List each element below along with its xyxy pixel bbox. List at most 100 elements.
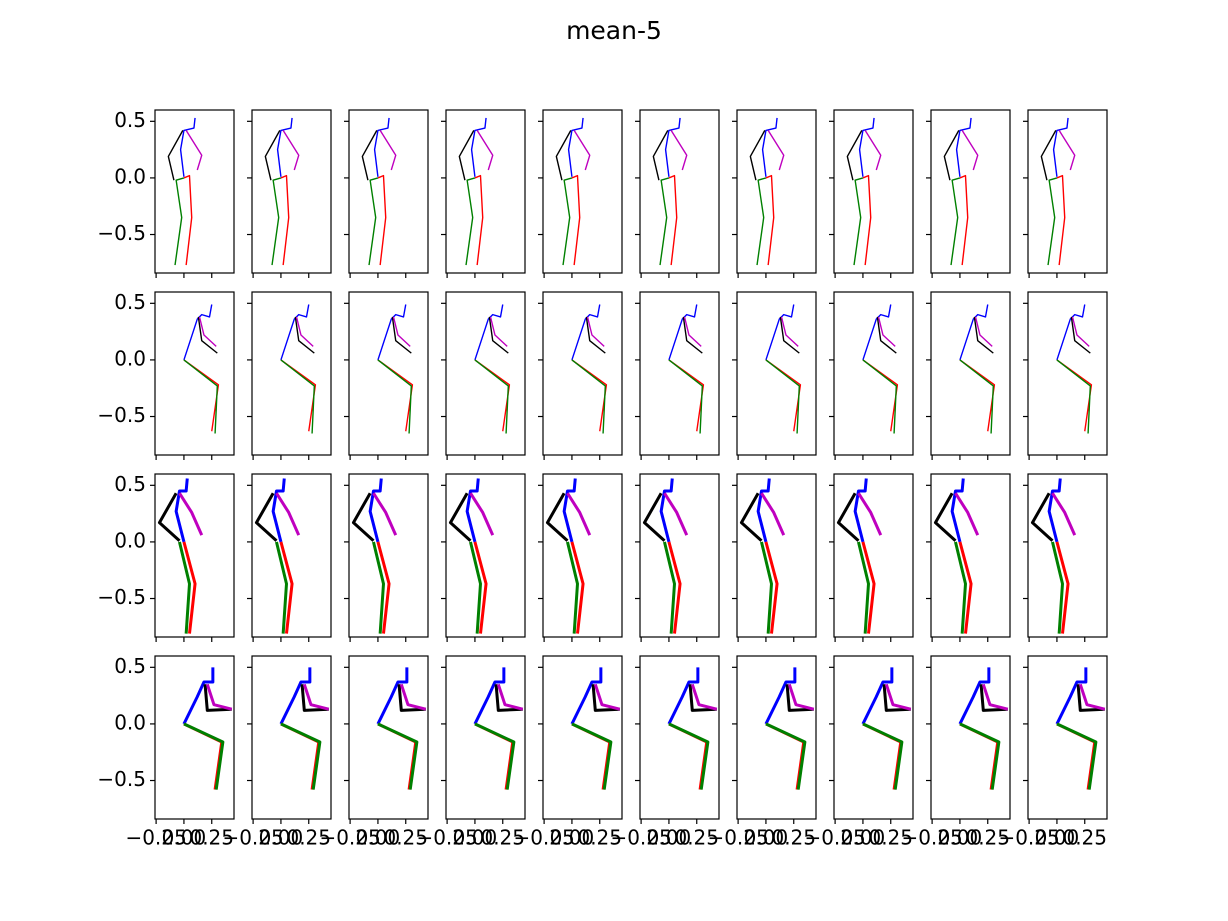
- pose-line: [933, 492, 957, 542]
- pose-line: [174, 478, 189, 543]
- panel-frame: [639, 473, 720, 638]
- pose-line: [836, 492, 860, 542]
- panel-frame: [930, 473, 1011, 638]
- pose-line: [397, 684, 426, 712]
- x-tick-label: −0.25: [513, 826, 574, 850]
- panel-frame: [154, 109, 235, 274]
- pose-line: [959, 304, 989, 361]
- pose-line: [670, 130, 688, 171]
- pose-line: [377, 722, 419, 790]
- pose-line: [779, 316, 800, 354]
- panel-frame: [542, 655, 623, 820]
- pose-line: [294, 316, 315, 354]
- pose-line: [205, 683, 233, 711]
- pose-line: [197, 316, 218, 354]
- x-tick-label: −0.25: [610, 826, 671, 850]
- pose-line: [668, 174, 678, 266]
- x-tick-label: 0.25: [577, 826, 622, 850]
- pose-line: [1056, 359, 1092, 434]
- x-tick-label: 0.25: [189, 826, 234, 850]
- panel-frame: [1027, 655, 1108, 820]
- x-tick-label: 0.00: [647, 826, 692, 850]
- pose-line: [861, 541, 876, 634]
- pose-line: [846, 130, 863, 181]
- x-tick-label: 0.25: [1062, 826, 1107, 850]
- panel-frame: [639, 291, 720, 456]
- x-tick-label: −0.25: [125, 826, 186, 850]
- x-tick-label: −0.25: [222, 826, 283, 850]
- pose-line: [562, 177, 573, 266]
- panel-frame: [154, 291, 235, 456]
- pose-line: [545, 492, 569, 542]
- pose-line: [668, 304, 698, 361]
- pose-line: [861, 667, 894, 725]
- panel-frame: [445, 473, 526, 638]
- x-tick-label: 0.25: [771, 826, 816, 850]
- pose-line: [264, 130, 281, 181]
- x-tick-label: 0.25: [480, 826, 525, 850]
- pose-line: [1070, 316, 1091, 354]
- pose-line: [351, 492, 375, 542]
- x-tick-label: 0.25: [674, 826, 719, 850]
- panel-frame: [1027, 291, 1108, 456]
- pose-line: [377, 304, 407, 361]
- pose-line: [959, 722, 1001, 790]
- pose-line: [399, 683, 427, 711]
- chart-title: mean-5: [566, 16, 662, 45]
- pose-line: [862, 174, 872, 266]
- panel-frame: [348, 473, 429, 638]
- panel-frame: [251, 109, 332, 274]
- pose-line: [1047, 478, 1062, 543]
- pose-line: [174, 177, 185, 266]
- panel-frame: [251, 473, 332, 638]
- pose-line: [488, 316, 509, 354]
- pose-line: [683, 316, 702, 347]
- pose-line: [465, 177, 476, 266]
- pose-line: [474, 722, 516, 790]
- y-tick-label: 0.0: [114, 710, 146, 734]
- panel-frame: [833, 109, 914, 274]
- panel-frame: [930, 291, 1011, 456]
- y-tick-label: 0.5: [114, 472, 146, 496]
- pose-line: [652, 130, 669, 181]
- pose-line: [280, 722, 322, 790]
- x-tick-label: 0.00: [356, 826, 401, 850]
- pose-line: [974, 316, 993, 347]
- pose-line: [1055, 667, 1088, 725]
- pose-line: [178, 492, 204, 536]
- pose-line: [571, 174, 581, 266]
- x-tick-label: 0.25: [868, 826, 913, 850]
- pose-line: [877, 316, 896, 347]
- pose-line: [183, 174, 193, 266]
- pose-line: [275, 492, 301, 536]
- y-tick-label: 0.0: [114, 346, 146, 370]
- pose-line: [1078, 683, 1106, 711]
- y-tick-label: 0.5: [114, 290, 146, 314]
- pose-line: [473, 541, 488, 634]
- pose-line: [884, 683, 912, 711]
- panel-frame: [639, 109, 720, 274]
- pose-line: [271, 177, 282, 266]
- pose-line: [876, 316, 897, 354]
- y-tick-label: −0.5: [97, 403, 146, 427]
- y-tick-label: 0.0: [114, 528, 146, 552]
- pose-line: [474, 304, 504, 361]
- pose-line: [760, 541, 773, 634]
- pose-line: [858, 117, 875, 177]
- pose-line: [862, 304, 892, 361]
- pose-line: [376, 667, 409, 725]
- pose-line: [183, 359, 219, 434]
- pose-line: [765, 304, 795, 361]
- x-tick-label: 0.00: [1035, 826, 1080, 850]
- pose-line: [567, 117, 584, 177]
- pose-line: [585, 316, 606, 354]
- pose-line: [765, 174, 775, 266]
- panel-frame: [445, 655, 526, 820]
- panel-frame: [445, 291, 526, 456]
- pose-line: [979, 684, 1008, 712]
- pose-line: [458, 130, 475, 181]
- panel-frame: [348, 109, 429, 274]
- pose-line: [958, 541, 973, 634]
- panel-frame: [542, 109, 623, 274]
